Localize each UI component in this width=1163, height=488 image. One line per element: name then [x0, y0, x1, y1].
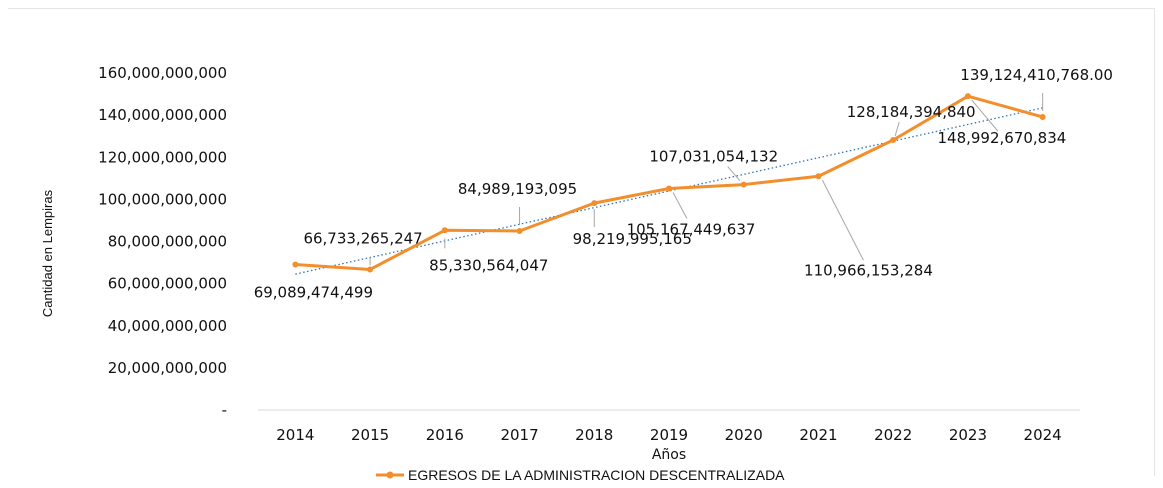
x-tick-label: 2020: [725, 426, 763, 444]
legend-marker: [386, 471, 394, 479]
x-tick-label: 2022: [874, 426, 912, 444]
y-tick-label: 120,000,000,000: [98, 148, 227, 166]
x-tick-label: 2019: [650, 426, 688, 444]
data-point: [367, 266, 374, 273]
y-tick-label: 100,000,000,000: [98, 190, 227, 208]
label-leader-line: [822, 180, 864, 261]
data-label: 98,219,995,165: [573, 230, 692, 248]
data-label: 139,124,410,768.00: [960, 66, 1113, 84]
x-tick-label: 2015: [351, 426, 389, 444]
data-point: [591, 200, 598, 207]
y-tick-label: 60,000,000,000: [108, 275, 227, 293]
data-point: [666, 185, 672, 192]
data-label: 128,184,394,840: [847, 103, 976, 121]
data-label: 148,992,670,834: [937, 129, 1066, 147]
data-point: [815, 173, 822, 180]
x-tick-labels: 2014 2015 2016 2017 2018 2019 2020 2021 2022 2023…: [276, 426, 1061, 444]
label-leader-lines: [369, 92, 1044, 266]
data-label: 110,966,153,284: [804, 261, 933, 279]
x-axis-title: Años: [652, 447, 686, 463]
data-label: 69,089,474,499: [254, 283, 373, 301]
data-label: 105,167,449,637: [627, 220, 756, 238]
data-labels: 69,089,474,499 66,733,265,247 85,330,564,0…: [254, 66, 1113, 302]
y-tick-labels: - 20,000,000,000 40,000,000,000 60,000,000,…: [98, 64, 227, 419]
data-label: 84,989,193,095: [458, 180, 577, 198]
label-leader-line: [971, 99, 999, 132]
x-tick-label: 2016: [426, 426, 464, 444]
x-tick-label: 2023: [949, 426, 987, 444]
label-leader-line: [672, 192, 688, 219]
data-point: [292, 261, 299, 268]
data-point: [890, 137, 897, 144]
y-tick-label: 20,000,000,000: [108, 359, 227, 377]
data-label: 85,330,564,047: [429, 256, 548, 274]
y-tick-label: 80,000,000,000: [108, 233, 227, 251]
x-tick-label: 2021: [799, 426, 837, 444]
y-axis-title: Cantidad en Lempiras: [40, 189, 55, 317]
y-tick-label: 140,000,000,000: [98, 106, 227, 124]
y-tick-label: 160,000,000,000: [98, 64, 227, 82]
data-point: [441, 227, 448, 234]
data-point: [516, 227, 523, 234]
legend: EGRESOS DE LA ADMINISTRACION DESCENTRALI…: [376, 467, 785, 483]
x-tick-label: 2014: [276, 426, 314, 444]
x-tick-label: 2018: [575, 426, 613, 444]
x-tick-label: 2017: [500, 426, 538, 444]
label-leader-line: [727, 166, 741, 181]
data-label: 66,733,265,247: [303, 229, 422, 247]
data-label: 107,031,054,132: [649, 148, 778, 166]
data-point: [1039, 113, 1046, 120]
data-point: [964, 93, 971, 100]
series-points: [292, 93, 1046, 273]
y-tick-label: -: [222, 401, 227, 419]
x-tick-label: 2024: [1024, 426, 1062, 444]
data-point: [740, 181, 747, 188]
y-tick-label: 40,000,000,000: [108, 317, 227, 335]
legend-label: EGRESOS DE LA ADMINISTRACION DESCENTRALI…: [408, 467, 785, 483]
label-leader-line: [894, 121, 900, 137]
chart-border: [8, 8, 1155, 476]
